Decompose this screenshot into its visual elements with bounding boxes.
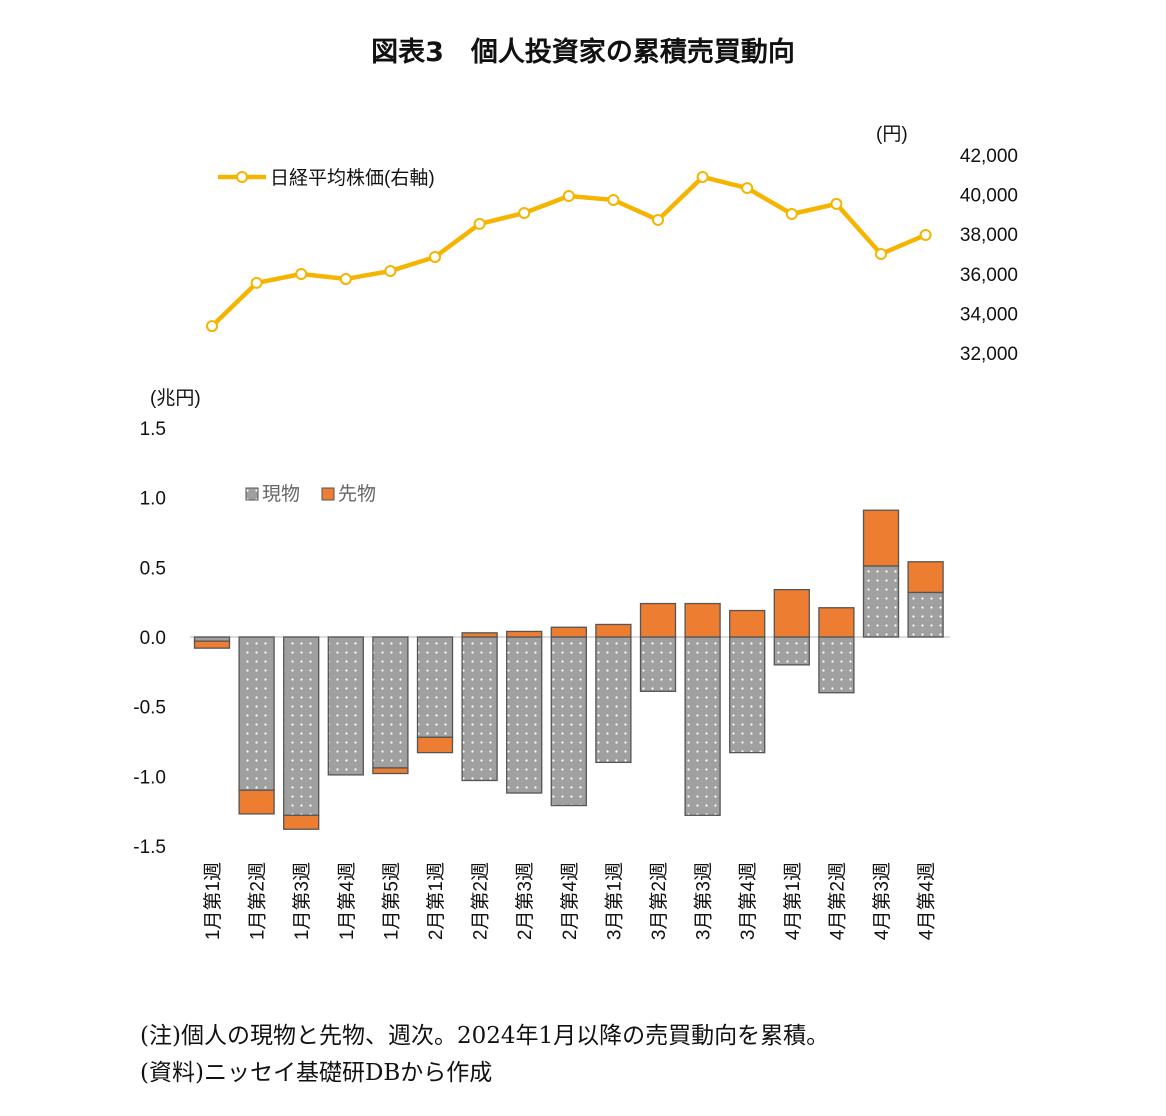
bar-spot xyxy=(684,636,721,816)
bar-futures xyxy=(550,626,587,638)
bar-spot xyxy=(773,636,810,666)
legend-swatch-futures xyxy=(321,487,335,501)
bar-spot xyxy=(818,636,855,694)
x-tick-label: 4月第2週 xyxy=(826,862,848,940)
bar-futures xyxy=(372,767,409,775)
bar-spot xyxy=(461,636,498,782)
line-point xyxy=(250,276,263,289)
x-tick-label: 4月第1週 xyxy=(782,862,804,940)
bar-spot xyxy=(238,636,275,791)
line-point xyxy=(830,197,843,210)
line-point xyxy=(384,265,397,278)
bar-futures xyxy=(862,509,900,567)
bar-futures xyxy=(773,588,810,638)
bar-spot xyxy=(729,636,766,754)
line-point xyxy=(607,193,620,206)
line-point xyxy=(741,182,754,195)
legend-label-futures: 先物 xyxy=(338,483,376,505)
x-tick-label: 3月第2週 xyxy=(648,862,670,940)
bar-spot xyxy=(416,636,454,738)
source-text: (資料)ニッセイ基礎研DBから作成 xyxy=(140,1060,493,1086)
y-tick-label: 1.5 xyxy=(140,419,166,440)
bar-spot xyxy=(550,636,587,807)
y-tick-label: -1.5 xyxy=(133,837,166,858)
bar-spot xyxy=(283,636,320,816)
right-y-tick-label: 42,000 xyxy=(960,146,1018,167)
bar-spot xyxy=(907,591,944,638)
right-y-tick-label: 32,000 xyxy=(960,344,1018,365)
bar-spot xyxy=(639,636,677,692)
y-tick-label: 1.0 xyxy=(140,489,166,510)
x-tick-label: 2月第3週 xyxy=(514,862,536,940)
line-point xyxy=(562,189,575,202)
bar-futures xyxy=(595,623,632,638)
bar-spot xyxy=(595,636,632,764)
right-y-tick-label: 38,000 xyxy=(960,225,1018,246)
bar-futures xyxy=(193,640,231,649)
y-axis-label: (兆円) xyxy=(150,387,201,409)
bar-spot xyxy=(506,636,543,794)
x-tick-label: 1月第2週 xyxy=(247,862,269,940)
line-point xyxy=(785,208,798,221)
line-point xyxy=(339,272,352,285)
bar-futures xyxy=(238,789,275,815)
x-tick-label: 1月第5週 xyxy=(380,862,402,940)
x-tick-label: 2月第1週 xyxy=(425,862,447,940)
chart-title: 図表3 個人投資家の累積売買動向 xyxy=(371,37,795,68)
line-point xyxy=(473,217,486,230)
y-tick-label: 0.0 xyxy=(140,628,166,649)
y-tick-label: 0.5 xyxy=(140,558,166,579)
bar-spot xyxy=(327,636,364,776)
line-point xyxy=(652,213,664,226)
x-tick-label: 4月第3週 xyxy=(871,862,893,940)
bar-spot xyxy=(862,565,900,638)
x-tick-label: 2月第2週 xyxy=(470,862,492,940)
line-point xyxy=(429,250,441,263)
bar-futures xyxy=(907,561,944,594)
x-tick-label: 3月第4週 xyxy=(737,862,759,940)
x-tick-label: 1月第3週 xyxy=(291,862,313,940)
bar-futures xyxy=(639,602,677,638)
line-point xyxy=(696,170,709,183)
y-tick-label: -0.5 xyxy=(133,698,166,719)
bar-futures xyxy=(461,632,498,638)
x-tick-label: 1月第1週 xyxy=(202,862,224,940)
note-text: (注)個人の現物と先物、週次。2024年1月以降の売買動向を累積。 xyxy=(140,1023,830,1049)
right-y-tick-label: 40,000 xyxy=(960,186,1018,207)
line-point xyxy=(295,267,308,280)
x-tick-label: 2月第4週 xyxy=(559,862,581,940)
legend-marker-line xyxy=(236,171,248,183)
x-tick-label: 1月第4週 xyxy=(336,862,358,940)
bar-spot xyxy=(372,636,409,769)
bar-futures xyxy=(729,609,766,638)
bar-futures xyxy=(818,607,855,638)
legend-swatch-spot xyxy=(245,487,259,501)
line-point xyxy=(518,207,531,220)
bar-futures xyxy=(506,630,543,638)
legend-label-spot: 現物 xyxy=(262,483,300,505)
bar-futures xyxy=(684,602,721,638)
line-point xyxy=(206,320,218,333)
bar-futures xyxy=(416,736,454,754)
legend-label-line: 日経平均株価(右軸) xyxy=(270,167,435,189)
x-tick-label: 4月第4週 xyxy=(916,862,938,940)
y-tick-label: -1.0 xyxy=(133,767,166,788)
x-tick-label: 3月第3週 xyxy=(693,862,715,940)
bar-futures xyxy=(283,814,320,830)
line-point xyxy=(875,248,887,260)
right-y-tick-label: 34,000 xyxy=(960,304,1018,325)
right-y-tick-label: 36,000 xyxy=(960,265,1018,286)
right-y-axis-label: (円) xyxy=(876,124,908,145)
line-point xyxy=(919,228,932,241)
x-tick-label: 3月第1週 xyxy=(603,862,625,940)
